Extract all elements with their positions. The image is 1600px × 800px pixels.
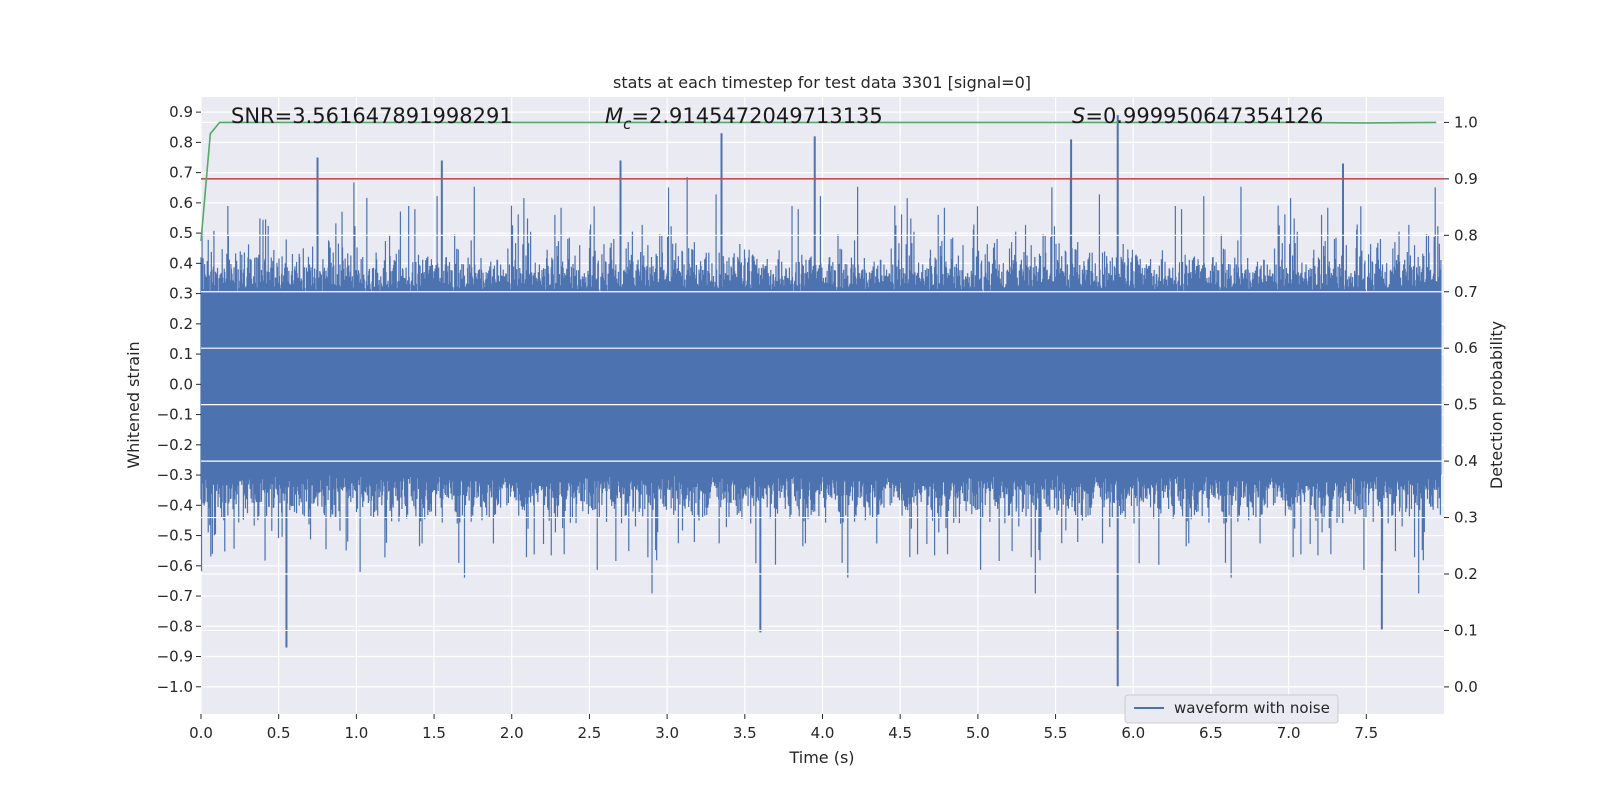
x-tick-label: 6.0 — [1121, 724, 1145, 742]
y2-tick-label: 0.3 — [1454, 509, 1478, 527]
snr-annotation: SNR=3.561647891998291 — [231, 104, 513, 128]
x-tick-label: 5.5 — [1044, 724, 1068, 742]
waveform-series — [200, 115, 1442, 687]
s-symbol: S — [1072, 104, 1085, 128]
y2-tick-label: 0.1 — [1454, 621, 1478, 639]
y-tick-label: −0.3 — [157, 466, 193, 484]
x-ticks: 0.0 0.5 1.0 1.5 2.0 2.5 3.0 3.5 4.0 4.5 5.0 5.5 6.0 6… — [189, 714, 1378, 742]
x-tick-label: 4.5 — [888, 724, 912, 742]
y2-tick-label: 0.6 — [1454, 339, 1478, 357]
y-tick-label: −0.5 — [157, 527, 193, 545]
s-value: =0.999950647354126 — [1085, 104, 1323, 128]
y2-tick-label: 0.5 — [1454, 396, 1478, 414]
y2-tick-label: 1.0 — [1454, 113, 1478, 131]
legend-label: waveform with noise — [1174, 699, 1330, 717]
x-tick-label: 3.0 — [655, 724, 679, 742]
x-axis-label: Time (s) — [788, 748, 854, 767]
y-tick-label: 0.8 — [169, 133, 193, 151]
y2-tick-label: 0.7 — [1454, 283, 1478, 301]
waveform-trace — [200, 177, 1442, 594]
legend: waveform with noise — [1124, 694, 1339, 724]
y-tick-label: −0.6 — [157, 557, 193, 575]
y-tick-label: −0.4 — [157, 496, 193, 514]
x-tick-label: 7.5 — [1354, 724, 1378, 742]
detection-probability-line — [200, 121, 1437, 242]
mc-subscript: c — [623, 115, 632, 133]
y-tick-label: −0.8 — [157, 617, 193, 635]
y-tick-label: 0.3 — [169, 285, 193, 303]
x-tick-label: 5.0 — [966, 724, 990, 742]
y2-tick-label: 0.2 — [1454, 565, 1478, 583]
y-tick-label: 0.1 — [169, 345, 193, 363]
x-tick-label: 4.0 — [811, 724, 835, 742]
y-tick-label: −0.9 — [157, 648, 193, 666]
legend-box — [1124, 694, 1339, 724]
x-tick-label: 1.5 — [422, 724, 446, 742]
y-axis-label: Whitened strain — [124, 341, 143, 468]
mc-symbol: M — [605, 104, 623, 128]
y2-tick-label: 0.0 — [1454, 678, 1478, 696]
x-tick-label: 2.0 — [500, 724, 524, 742]
y-tick-label: −0.2 — [157, 436, 193, 454]
s-annotation: S=0.999950647354126 — [1072, 104, 1323, 128]
y-tick-label: −0.1 — [157, 406, 193, 424]
y-tick-label: 0.7 — [169, 164, 193, 182]
x-tick-label: 6.5 — [1199, 724, 1223, 742]
x-tick-label: 0.0 — [189, 724, 213, 742]
x-tick-label: 0.5 — [267, 724, 291, 742]
y2-tick-label: 0.4 — [1454, 452, 1478, 470]
x-tick-label: 3.5 — [733, 724, 757, 742]
chart-title: stats at each timestep for test data 330… — [613, 73, 1031, 92]
y-tick-label: 0.0 — [169, 375, 193, 393]
y-tick-label: 0.5 — [169, 224, 193, 242]
probability-lines — [200, 121, 1444, 242]
y-tick-label: 0.4 — [169, 254, 193, 272]
y2-tick-label: 0.8 — [1454, 226, 1478, 244]
y-tick-label: −1.0 — [157, 678, 193, 696]
x-tick-label: 7.0 — [1277, 724, 1301, 742]
y2-axis-label: Detection probability — [1487, 321, 1506, 489]
mc-annotation: Mc=2.9145472049713135 — [605, 104, 883, 133]
y-tick-label: 0.9 — [169, 103, 193, 121]
y-tick-label: 0.2 — [169, 315, 193, 333]
y-tick-label: −0.7 — [157, 587, 193, 605]
y-tick-label: 0.6 — [169, 194, 193, 212]
y-ticks: 0.9 0.8 0.7 0.6 0.5 0.4 0.3 0.2 0.1 0.0 −0.1 −0.2 −0… — [157, 103, 201, 696]
y2-tick-label: 0.9 — [1454, 170, 1478, 188]
x-tick-label: 2.5 — [578, 724, 602, 742]
x-tick-label: 1.0 — [344, 724, 368, 742]
mc-value: =2.9145472049713135 — [631, 104, 882, 128]
y2-ticks: 1.0 0.9 0.8 0.7 0.6 0.5 0.4 0.3 0.2 0.1 0.0 — [1444, 113, 1478, 696]
